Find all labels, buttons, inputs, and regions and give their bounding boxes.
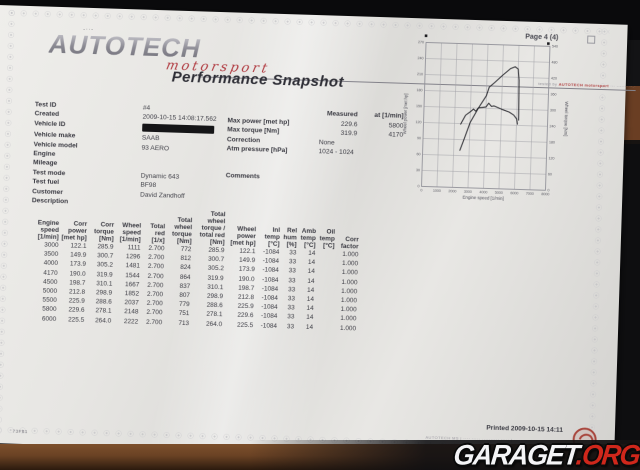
table-header-cell: Wheel power [met hp] (230, 225, 257, 248)
table-cell: 33 (288, 276, 296, 285)
table-cell: 33 (286, 322, 295, 331)
table-cell: 225.5 (236, 321, 254, 329)
svg-text:8000: 8000 (541, 192, 549, 196)
svg-text:120: 120 (548, 157, 554, 161)
measured-value: 1024 - 1024 (318, 148, 354, 157)
svg-text:5000: 5000 (495, 191, 503, 195)
table-header-cell: Oil temp [°C] (319, 228, 336, 250)
table-cell: 33 (288, 267, 296, 275)
svg-text:180: 180 (416, 88, 422, 92)
table-header-cell: Rel hum [%] (283, 227, 298, 249)
table-cell: 225.5 (68, 315, 85, 324)
table-cell: 14 (305, 323, 314, 331)
comments-label: Comments (225, 172, 260, 181)
table-header-cell: Amb temp [°C] (300, 227, 317, 250)
svg-text:240: 240 (417, 56, 423, 60)
svg-text:2000: 2000 (448, 189, 456, 193)
table-cell: 33 (287, 286, 296, 294)
info-value: 93 AERO (141, 144, 170, 153)
measured-block: Measured at [1/min] Max power [met hp] 229.… (226, 106, 413, 160)
table-cell: 33 (289, 249, 297, 257)
table-header-cell: Corr factor (340, 236, 359, 251)
certificate-border-left (0, 7, 17, 436)
svg-text:Wheel torque [Nm]: Wheel torque [Nm] (563, 101, 569, 136)
page-title: Performance Snapshot (171, 68, 345, 91)
svg-text:1000: 1000 (433, 189, 441, 193)
svg-text:120: 120 (415, 120, 421, 124)
info-value: SAAB (141, 134, 160, 143)
table-header-cell: Corr torque [Nm] (93, 221, 115, 243)
table-cell: 33 (287, 304, 295, 312)
table-cell: 264.0 (95, 316, 112, 325)
table-cell: 2222 (123, 317, 139, 326)
measured-label: Atm pressure [hPa] (226, 145, 288, 155)
svg-text:6000: 6000 (510, 191, 518, 195)
info-value: David Zandhoff (140, 191, 185, 200)
table-header-cell: Engine speed [1/min] (37, 219, 60, 242)
svg-text:0: 0 (420, 188, 422, 192)
performance-table: Engine speed [1/min] Corr power [met hp] Corr t… (30, 205, 368, 333)
redaction-box (142, 123, 215, 134)
info-value: #4 (142, 104, 151, 112)
svg-text:7000: 7000 (526, 192, 534, 196)
test-info-block: Test ID #4 Created 2009-10-15 14:08:17.562 V… (32, 100, 225, 211)
svg-text:3000: 3000 (464, 190, 472, 194)
svg-text:0: 0 (547, 189, 549, 193)
table-header-cell: Wheel speed [1/min] (119, 222, 142, 244)
dyno-report-sheet: -··- Page 4 (4) AUTOTECH motorsport test… (0, 5, 636, 463)
table-header-cell: Total wheel torque [Nm] (171, 216, 193, 246)
svg-text:540: 540 (552, 45, 558, 49)
svg-text:4000: 4000 (479, 190, 487, 194)
table-cell: 713 (178, 319, 190, 327)
dyno-chart: 0 1000 2000 3000 4000 5000 6000 7000 8000 0 30 60 90… (396, 28, 580, 216)
svg-text:420: 420 (551, 77, 557, 81)
svg-text:480: 480 (551, 61, 557, 65)
table-cell (315, 323, 334, 333)
table-header-cell: Corr power [met hp] (61, 220, 88, 242)
table-cell: 33 (287, 313, 295, 321)
svg-text:360: 360 (550, 93, 556, 97)
document-code: 73F81 (12, 428, 28, 435)
svg-text:Engine speed [1/min]: Engine speed [1/min] (462, 195, 503, 201)
svg-text:90: 90 (417, 136, 421, 140)
table-header-cell: Total wheel torque / total red [Nm] (199, 210, 226, 247)
svg-text:180: 180 (549, 141, 555, 145)
registration-square-icon (587, 35, 596, 44)
printed-timestamp: Printed 2009-10-15 14:11 (486, 424, 564, 434)
svg-text:60: 60 (416, 152, 420, 156)
svg-text:210: 210 (417, 72, 423, 76)
svg-text:Wheel power [met hp]: Wheel power [met hp] (402, 93, 408, 134)
table-cell: 264.0 (205, 320, 223, 328)
table-cell: -1084 (260, 322, 278, 330)
svg-text:0: 0 (417, 184, 419, 188)
info-value: BF98 (140, 181, 157, 190)
table-cell: 1.000 (339, 324, 357, 333)
dyno-chart-svg: 0 1000 2000 3000 4000 5000 6000 7000 80000306090… (402, 34, 569, 201)
garaget-watermark: GARAGET.ORG (452, 439, 640, 470)
svg-text:240: 240 (549, 125, 555, 129)
table-cell: 2.700 (146, 318, 163, 326)
svg-text:30: 30 (416, 168, 420, 172)
table-header-cell: Inl temp [°C] (264, 226, 281, 248)
background-wood-shadow (250, 440, 640, 470)
svg-text:300: 300 (550, 109, 556, 113)
table-cell: 33 (287, 295, 296, 303)
table-header-cell: Total red [1/x] (150, 222, 166, 245)
table-cell: 33 (288, 258, 297, 266)
svg-text:270: 270 (418, 40, 424, 44)
svg-text:60: 60 (548, 173, 552, 177)
svg-text:150: 150 (416, 104, 422, 108)
table-cell: 6000 (41, 315, 57, 323)
